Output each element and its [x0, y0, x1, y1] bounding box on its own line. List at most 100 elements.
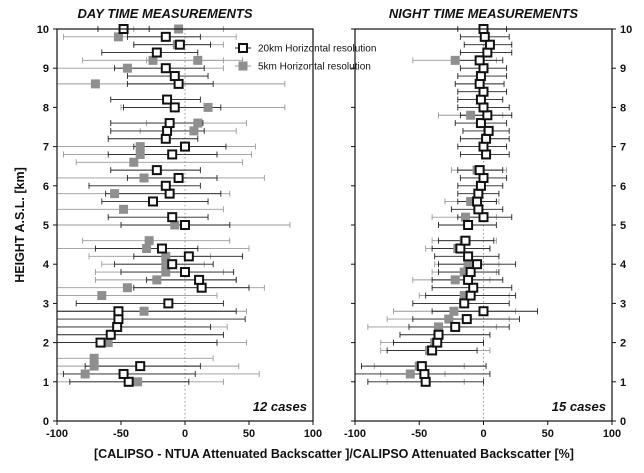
- data-point-20km: [465, 267, 476, 278]
- data-point-20km: [427, 345, 438, 356]
- y-tick-label-right: 1: [620, 377, 626, 389]
- data-point-20km: [113, 306, 124, 317]
- data-point-20km: [164, 118, 175, 129]
- data-point-5km: [80, 369, 90, 379]
- data-point-5km: [122, 283, 132, 293]
- data-point-20km: [151, 165, 162, 176]
- data-point-20km: [478, 306, 489, 317]
- data-point-5km: [103, 338, 113, 348]
- y-tick-label: 0: [43, 416, 49, 428]
- data-point-20km: [468, 282, 479, 293]
- y-tick-label-right: 9: [620, 63, 626, 75]
- y-tick-label: 9: [43, 63, 49, 75]
- data-point-20km: [135, 361, 146, 372]
- data-point-20km: [478, 141, 489, 152]
- data-point-20km: [475, 118, 486, 129]
- data-point-20km: [460, 235, 471, 246]
- data-point-20km: [482, 110, 493, 121]
- data-point-20km: [478, 212, 489, 223]
- data-point-20km: [180, 141, 190, 152]
- data-point-20km: [481, 149, 492, 160]
- y-tick-label: 7: [43, 142, 49, 154]
- data-point-5km: [97, 291, 107, 301]
- data-point-5km: [444, 314, 454, 324]
- data-point-20km: [459, 298, 470, 309]
- data-point-5km: [135, 142, 145, 152]
- data-point-20km: [450, 321, 461, 332]
- data-point-5km: [450, 275, 460, 285]
- data-point-20km: [478, 172, 489, 183]
- cases-annotation: 12 cases: [253, 399, 307, 414]
- data-point-5km: [152, 275, 162, 285]
- data-point-20km: [473, 188, 484, 199]
- data-point-5km: [122, 63, 132, 73]
- x-tick-label: 50: [542, 428, 554, 440]
- y-tick-label-right: 6: [620, 181, 626, 193]
- data-point-5km: [461, 212, 471, 222]
- data-point-20km: [432, 337, 443, 348]
- data-point-20km: [475, 180, 486, 191]
- panel-title: DAY TIME MEASUREMENTS: [77, 6, 252, 21]
- y-tick-label-right: 8: [620, 102, 626, 114]
- data-point-20km: [461, 314, 472, 325]
- data-point-20km: [419, 368, 430, 379]
- y-tick-label-right: 0: [620, 416, 626, 428]
- y-tick-label: 2: [43, 338, 49, 350]
- data-point-20km: [194, 274, 205, 285]
- data-point-5km: [161, 267, 171, 277]
- cases-annotation: 15 cases: [552, 399, 606, 414]
- data-point-5km: [113, 32, 123, 42]
- data-point-20km: [160, 63, 171, 74]
- data-point-5km: [170, 220, 180, 230]
- data-point-20km: [473, 204, 484, 215]
- data-point-5km: [161, 259, 171, 269]
- data-point-5km: [449, 306, 459, 316]
- data-point-20km: [474, 78, 485, 89]
- data-point-20km: [167, 212, 178, 223]
- data-point-20km: [463, 220, 474, 230]
- data-point-20km: [162, 94, 173, 105]
- y-tick-label-right: 5: [620, 220, 626, 232]
- x-tick-label: -50: [113, 428, 129, 440]
- x-tick-label: -50: [411, 428, 427, 440]
- data-point-20km: [483, 125, 494, 136]
- y-axis-title: HEIGHT A.S.L. [km]: [13, 167, 27, 283]
- data-point-20km: [113, 314, 124, 325]
- y-tick-label: 3: [43, 298, 49, 310]
- data-point-5km: [161, 251, 171, 261]
- x-tick-label: 100: [304, 428, 322, 440]
- data-point-20km: [162, 125, 173, 136]
- data-point-5km: [450, 55, 460, 65]
- y-tick-label-right: 2: [620, 338, 626, 350]
- data-point-5km: [203, 102, 213, 112]
- data-point-5km: [148, 55, 158, 65]
- data-point-20km: [156, 243, 167, 254]
- x-tick-label: 50: [243, 428, 255, 440]
- data-point-20km: [180, 220, 190, 230]
- data-point-20km: [160, 133, 171, 144]
- data-point-20km: [455, 243, 466, 254]
- data-point-5km: [459, 267, 469, 277]
- y-tick-label: 8: [43, 102, 49, 114]
- data-point-5km: [90, 79, 100, 89]
- data-point-20km: [416, 361, 427, 372]
- data-point-5km: [189, 126, 199, 136]
- data-point-5km: [193, 118, 203, 128]
- data-point-20km: [167, 259, 178, 270]
- data-point-20km: [482, 47, 493, 58]
- data-point-20km: [169, 71, 180, 82]
- data-point-5km: [110, 189, 120, 199]
- data-point-5km: [193, 55, 203, 65]
- x-tick-label: 0: [182, 428, 188, 440]
- data-point-20km: [474, 165, 485, 176]
- data-point-20km: [463, 251, 474, 262]
- data-point-20km: [481, 133, 492, 144]
- data-point-20km: [472, 259, 483, 270]
- data-point-20km: [164, 188, 175, 199]
- data-point-5km: [144, 236, 154, 246]
- data-point-20km: [95, 337, 106, 348]
- data-point-20km: [151, 47, 162, 58]
- data-point-20km: [433, 329, 444, 340]
- data-point-5km: [135, 149, 145, 159]
